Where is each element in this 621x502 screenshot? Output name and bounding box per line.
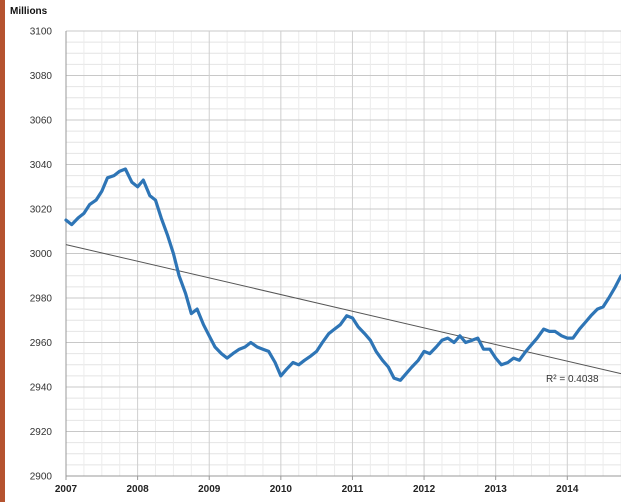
y-tick-label: 3060 [30, 116, 53, 127]
y-tick-label: 3040 [30, 160, 53, 171]
y-tick-label: 2900 [30, 472, 53, 483]
x-tick-label: 2011 [342, 484, 364, 495]
x-tick-label: 2009 [198, 484, 221, 495]
y-tick-label: 3000 [30, 249, 53, 260]
series-line [64, 167, 621, 382]
x-tick-label: 2012 [413, 484, 436, 495]
chart-axes [65, 31, 621, 477]
y-unit-label: Millions [10, 6, 48, 17]
trendline-group [65, 244, 621, 375]
y-tick-label: 2920 [30, 427, 53, 438]
trendline-r2-label: R² = 0.4038 [546, 374, 599, 385]
x-tick-label: 2014 [556, 484, 579, 495]
series-group [64, 167, 621, 382]
y-axis-ticks: 2900 2920 2940 2960 2980 3000 3020 3040 3060 3080… [30, 27, 53, 483]
x-axis-ticks: 2007 2008 2009 2010 2011 2012 2013 2014 [55, 476, 579, 495]
x-tick-label: 2013 [485, 484, 508, 495]
y-tick-label: 3080 [30, 71, 53, 82]
trendline [65, 244, 621, 375]
x-tick-label: 2010 [270, 484, 293, 495]
y-tick-label: 3020 [30, 205, 53, 216]
x-tick-label: 2007 [55, 484, 78, 495]
y-tick-label: 3100 [30, 27, 53, 38]
left-accent-bar [0, 0, 5, 502]
y-tick-label: 2980 [30, 294, 53, 305]
x-tick-label: 2008 [126, 484, 149, 495]
y-tick-label: 2940 [30, 383, 53, 394]
y-tick-label: 2960 [30, 338, 53, 349]
